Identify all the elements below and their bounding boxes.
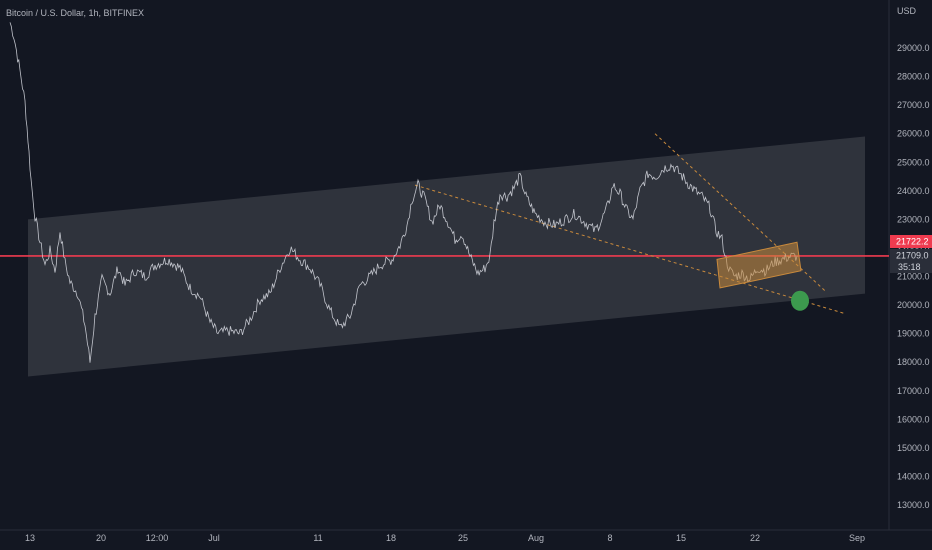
price-tick-label: 29000.0: [897, 43, 930, 53]
last-price-tag: [890, 249, 932, 273]
time-tick-label: 13: [25, 533, 35, 543]
dashed-trendline: [414, 184, 846, 315]
bear-flag-box: [716, 241, 802, 289]
price-tick-label: 25000.0: [897, 157, 930, 167]
price-tags: 21722.2 21709.0 35:18: [890, 235, 932, 273]
time-tick-label: 25: [458, 533, 468, 543]
time-tick-label: 11: [313, 533, 322, 543]
price-tick-label: 26000.0: [897, 129, 930, 139]
price-tick-label: 23000.0: [897, 214, 930, 224]
time-tick-label: 20: [96, 533, 106, 543]
series-group: [9, 22, 798, 363]
time-tick-label: 18: [386, 533, 396, 543]
price-series-line: [9, 22, 798, 363]
current-price-label: 21722.2: [896, 237, 929, 247]
price-tick-label: 21000.0: [897, 272, 930, 282]
time-tick-label: 15: [676, 533, 686, 543]
price-tick-label: 13000.0: [897, 500, 930, 510]
time-tick-label: Aug: [528, 533, 544, 543]
price-tick-label: 14000.0: [897, 471, 930, 481]
time-tick-label: 8: [607, 533, 612, 543]
countdown-label: 35:18: [898, 262, 921, 272]
chart-title: Bitcoin / U.S. Dollar, 1h, BITFINEX: [6, 8, 145, 18]
price-tick-label: 19000.0: [897, 329, 930, 339]
price-tick-label: 18000.0: [897, 357, 930, 367]
price-tick-label: 17000.0: [897, 386, 930, 396]
currency-label: USD: [897, 6, 917, 16]
price-tick-label: 27000.0: [897, 100, 930, 110]
target-marker: [791, 290, 809, 311]
overlay-group: [716, 241, 809, 311]
price-tick-label: 20000.0: [897, 300, 930, 310]
price-tick-label: 28000.0: [897, 72, 930, 82]
current-price-tag: [890, 235, 932, 248]
grid: [0, 0, 932, 531]
price-tick-label: 16000.0: [897, 414, 930, 424]
time-tick-label: 22: [750, 533, 760, 543]
time-tick-label: Sep: [849, 533, 865, 543]
time-tick-label: 12:00: [146, 533, 169, 543]
time-tick-label: Jul: [208, 533, 220, 543]
time-axis[interactable]: 13 20 12:00 Jul 11 18 25 Aug 8 15 22 Sep: [25, 533, 865, 543]
price-tick-label: 15000.0: [897, 443, 930, 453]
last-price-label: 21709.0: [896, 251, 929, 261]
price-tick-label: 24000.0: [897, 186, 930, 196]
